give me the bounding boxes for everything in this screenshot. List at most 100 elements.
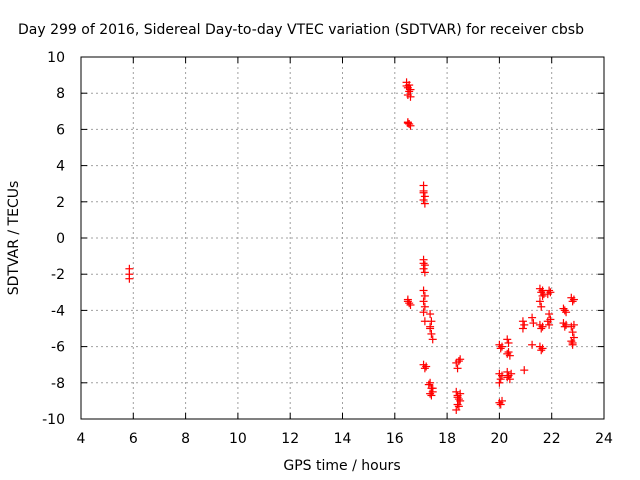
data-point xyxy=(537,346,546,355)
data-point xyxy=(426,310,435,319)
x-axis-label: GPS time / hours xyxy=(283,458,400,474)
data-point xyxy=(495,378,504,387)
data-point xyxy=(520,366,529,375)
data-point xyxy=(424,380,433,389)
data-point xyxy=(420,268,429,277)
data-point xyxy=(420,192,429,201)
data-point xyxy=(420,364,429,373)
data-point xyxy=(427,317,436,326)
data-point xyxy=(569,295,578,304)
data-point xyxy=(406,92,415,101)
data-point xyxy=(545,286,554,295)
data-point xyxy=(496,400,505,409)
data-point xyxy=(420,261,429,270)
x-tick-label: 18 xyxy=(438,431,456,447)
y-tick-label: 6 xyxy=(56,122,65,138)
data-point xyxy=(405,299,414,308)
data-point xyxy=(569,320,578,329)
data-point xyxy=(454,402,463,411)
data-point xyxy=(498,342,507,351)
x-tick-label: 16 xyxy=(386,431,404,447)
y-tick-label: -4 xyxy=(51,303,65,319)
data-point xyxy=(538,344,547,353)
data-point xyxy=(453,393,462,402)
x-tick-label: 4 xyxy=(77,431,86,447)
data-point xyxy=(535,297,544,306)
data-point xyxy=(503,373,512,382)
data-point xyxy=(518,317,527,326)
x-tick-label: 12 xyxy=(281,431,299,447)
chart-title: Day 299 of 2016, Sidereal Day-to-day VTE… xyxy=(18,22,584,38)
data-point xyxy=(426,378,435,387)
data-point xyxy=(545,320,554,329)
data-point xyxy=(428,335,437,344)
y-tick-label: 0 xyxy=(56,231,65,247)
data-point xyxy=(454,357,463,366)
data-point xyxy=(427,329,436,338)
y-tick-label: -6 xyxy=(51,340,65,356)
data-point xyxy=(420,302,429,311)
x-tick-label: 24 xyxy=(595,431,613,447)
data-point xyxy=(528,340,537,349)
grid-lines xyxy=(81,57,604,419)
data-point xyxy=(545,310,554,319)
data-point xyxy=(406,300,415,309)
data-point xyxy=(538,322,547,331)
axis-ticks xyxy=(80,56,605,420)
data-point xyxy=(562,320,571,329)
data-point xyxy=(406,85,415,94)
data-point xyxy=(419,308,428,317)
data-point xyxy=(452,387,461,396)
data-point xyxy=(125,274,134,283)
y-tick-label: 4 xyxy=(56,159,65,175)
data-point xyxy=(567,337,576,346)
data-point xyxy=(543,290,552,299)
data-point xyxy=(405,119,414,128)
y-tick-label: -10 xyxy=(42,412,65,428)
data-point xyxy=(419,195,428,204)
data-point xyxy=(454,395,463,404)
data-point xyxy=(560,306,569,315)
data-point xyxy=(529,319,538,328)
data-point xyxy=(505,351,514,360)
data-point xyxy=(428,384,437,393)
data-points xyxy=(125,78,578,414)
data-point xyxy=(528,313,537,322)
y-tick-label: 10 xyxy=(47,50,65,66)
data-point xyxy=(420,291,429,300)
data-point xyxy=(420,199,429,208)
data-point xyxy=(518,324,527,333)
data-point xyxy=(419,259,428,268)
data-point xyxy=(504,348,513,357)
data-point xyxy=(543,317,552,326)
data-point xyxy=(419,297,428,306)
data-point xyxy=(453,400,462,409)
y-axis-label: SDTVAR / TECUs xyxy=(6,181,22,296)
y-tick-label: 8 xyxy=(56,86,65,102)
data-point xyxy=(422,362,431,371)
data-point xyxy=(503,335,512,344)
data-point xyxy=(427,391,436,400)
data-point xyxy=(568,328,577,337)
y-tick-label: -8 xyxy=(51,376,65,392)
data-point xyxy=(403,119,412,128)
data-point xyxy=(537,324,546,333)
data-point xyxy=(453,364,462,373)
x-tick-label: 8 xyxy=(181,431,190,447)
x-tick-label: 10 xyxy=(229,431,247,447)
data-point xyxy=(568,338,577,347)
data-point xyxy=(568,297,577,306)
x-tick-labels: 4 6 8 10 12 14 16 18 20 22 24 xyxy=(77,431,613,447)
x-tick-label: 6 xyxy=(129,431,138,447)
data-point xyxy=(496,375,505,384)
data-point xyxy=(498,396,507,405)
data-point xyxy=(405,81,414,90)
data-point xyxy=(520,320,529,329)
x-tick-label: 22 xyxy=(543,431,561,447)
data-point xyxy=(426,389,435,398)
data-point xyxy=(562,308,571,317)
data-point xyxy=(504,338,513,347)
data-point xyxy=(456,355,465,364)
x-tick-label: 20 xyxy=(490,431,508,447)
